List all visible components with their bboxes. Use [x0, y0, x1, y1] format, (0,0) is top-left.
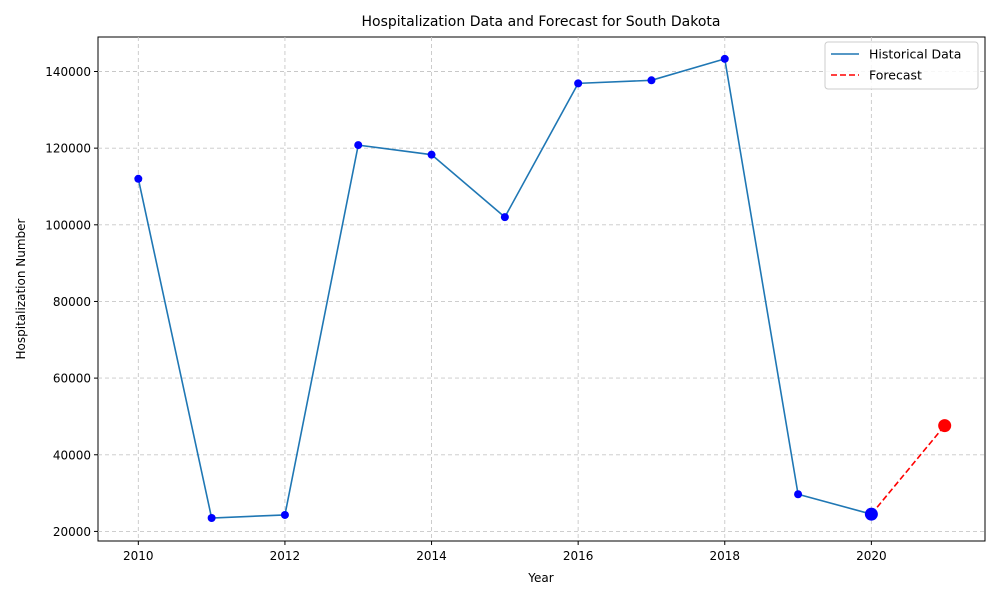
- y-tick-label: 40000: [53, 448, 91, 462]
- highlight-point: [938, 419, 952, 433]
- data-point: [794, 490, 803, 499]
- x-tick-label: 2016: [563, 549, 594, 563]
- grid-lines: [98, 37, 985, 541]
- chart-title: Hospitalization Data and Forecast for So…: [361, 14, 720, 30]
- data-point: [720, 54, 729, 63]
- data-markers: [134, 54, 952, 523]
- data-point: [280, 510, 289, 519]
- data-point: [134, 174, 143, 183]
- y-tick-label: 60000: [53, 372, 91, 386]
- x-tick-label: 2010: [123, 549, 154, 563]
- y-tick-label: 100000: [45, 218, 91, 232]
- x-tick-label: 2020: [856, 549, 887, 563]
- axis-ticks: 2010 2012 2014 2016 2018 2020 20000 40000 60000 8…: [45, 65, 886, 563]
- series-line-historical-data: [137, 57, 872, 519]
- data-point: [500, 213, 509, 222]
- data-point: [207, 514, 216, 523]
- highlight-point: [864, 507, 878, 521]
- legend-box: [824, 41, 979, 90]
- y-axis-label: Hospitalization Number: [14, 218, 28, 359]
- data-point: [354, 141, 363, 150]
- y-tick-label: 120000: [45, 142, 91, 156]
- legend-label: Historical Data: [869, 47, 961, 62]
- y-tick-label: 140000: [45, 65, 91, 79]
- data-point: [647, 76, 656, 85]
- x-tick-label: 2018: [709, 549, 740, 563]
- y-tick-label: 80000: [53, 295, 91, 309]
- plot-area-frame: [97, 36, 986, 542]
- series-lines: [137, 57, 946, 519]
- x-tick-label: 2014: [416, 549, 447, 563]
- legend-label: Forecast: [869, 68, 922, 83]
- x-tick-label: 2012: [270, 549, 301, 563]
- x-axis-label: Year: [527, 571, 553, 585]
- legend: Historical Data Forecast: [824, 41, 979, 90]
- y-tick-label: 20000: [53, 525, 91, 539]
- data-point: [574, 79, 583, 88]
- data-point: [427, 150, 436, 159]
- series-line-forecast: [870, 425, 946, 515]
